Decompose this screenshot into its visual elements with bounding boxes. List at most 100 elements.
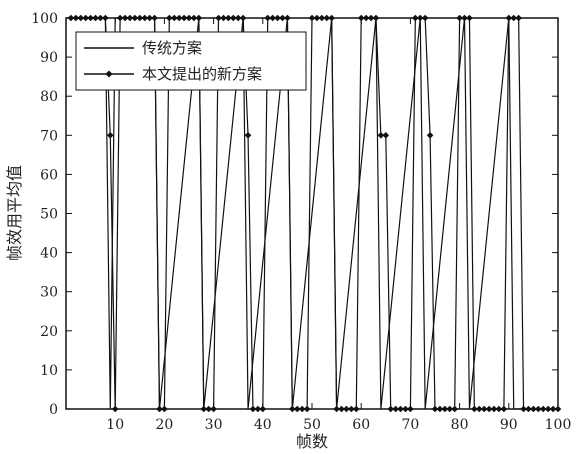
data-point-marker xyxy=(293,405,301,413)
data-point-marker xyxy=(480,405,488,413)
data-point-marker xyxy=(416,14,424,22)
legend-box xyxy=(75,31,307,91)
data-point-marker xyxy=(387,405,395,413)
data-point-marker xyxy=(426,132,434,139)
data-point-marker xyxy=(161,405,168,413)
data-point-marker xyxy=(348,405,355,413)
data-point-marker xyxy=(303,405,311,413)
data-point-marker xyxy=(82,14,89,22)
data-point-marker xyxy=(367,14,375,22)
x-tick-label: 80 xyxy=(451,417,469,433)
legend-marker-new xyxy=(105,70,113,78)
data-point-marker xyxy=(111,405,119,413)
y-tick-label: 10 xyxy=(40,363,58,379)
data-point-marker xyxy=(72,14,80,22)
data-point-marker xyxy=(495,405,503,413)
data-point-marker xyxy=(461,14,468,22)
data-point-marker xyxy=(190,14,198,22)
y-tick-label: 70 xyxy=(40,128,58,144)
data-point-marker xyxy=(254,405,262,413)
data-point-marker xyxy=(372,14,380,22)
data-point-marker xyxy=(436,405,444,413)
data-point-marker xyxy=(505,14,513,22)
data-point-marker xyxy=(446,405,454,413)
data-point-marker xyxy=(382,132,390,139)
data-point-marker xyxy=(67,14,75,22)
x-tick-label: 20 xyxy=(155,417,173,433)
data-point-marker xyxy=(510,14,518,22)
data-point-marker xyxy=(229,14,237,22)
x-tick-label: 70 xyxy=(401,417,419,433)
data-point-marker xyxy=(215,14,222,22)
data-point-marker xyxy=(362,14,370,22)
x-tick-label: 40 xyxy=(254,417,272,433)
data-point-marker xyxy=(490,405,498,413)
data-point-marker xyxy=(151,14,158,22)
data-point-marker xyxy=(421,14,429,22)
y-tick-label: 50 xyxy=(40,207,58,223)
data-point-marker xyxy=(284,14,291,22)
x-tick-label: 10 xyxy=(106,417,124,433)
data-point-marker xyxy=(225,14,232,22)
data-point-marker xyxy=(116,14,124,22)
y-axis: 0 10 20 30 40 50 60 70 80 90 100 xyxy=(31,11,558,418)
data-point-marker xyxy=(244,132,252,139)
y-tick-label: 20 xyxy=(40,324,58,340)
data-point-marker xyxy=(392,405,399,413)
data-point-marker xyxy=(175,14,183,22)
data-point-marker xyxy=(102,14,109,22)
data-point-marker xyxy=(333,405,340,413)
x-tick-label: 60 xyxy=(352,417,370,433)
series-lines xyxy=(66,14,562,413)
data-point-marker xyxy=(539,405,547,413)
y-tick-label: 80 xyxy=(40,89,58,105)
data-point-marker xyxy=(554,405,562,413)
data-point-marker xyxy=(220,14,227,22)
x-axis-title: 帧数 xyxy=(296,432,328,451)
legend-label-new: 本文提出的新方案 xyxy=(142,65,262,83)
data-point-marker xyxy=(136,14,144,22)
data-point-marker xyxy=(259,405,267,413)
data-point-marker xyxy=(544,405,552,413)
data-point-marker xyxy=(535,405,542,413)
data-point-marker xyxy=(485,405,493,413)
data-point-marker xyxy=(180,14,188,22)
x-tick-label: 100 xyxy=(545,417,572,433)
data-point-marker xyxy=(146,14,153,22)
data-point-marker xyxy=(456,14,463,22)
data-point-marker xyxy=(121,14,129,22)
data-point-marker xyxy=(377,132,385,139)
data-point-marker xyxy=(520,405,527,413)
data-point-marker xyxy=(141,14,149,22)
data-point-marker xyxy=(530,405,537,413)
data-point-marker xyxy=(234,14,242,22)
data-point-marker xyxy=(131,14,139,22)
data-point-marker xyxy=(323,14,331,22)
data-point-marker xyxy=(471,405,478,413)
y-tick-label: 90 xyxy=(40,50,58,66)
x-tick-label: 90 xyxy=(500,417,518,433)
y-tick-label: 30 xyxy=(40,285,58,301)
data-point-marker xyxy=(239,14,247,22)
data-point-marker xyxy=(475,405,483,413)
data-point-marker xyxy=(210,405,217,413)
data-point-marker xyxy=(274,14,281,22)
y-axis-title: 帧效用平均值 xyxy=(5,165,24,261)
data-point-marker xyxy=(249,405,257,413)
data-point-marker xyxy=(441,405,449,413)
data-point-marker xyxy=(328,14,335,22)
data-point-marker xyxy=(500,405,508,413)
data-point-marker xyxy=(407,405,414,413)
data-point-marker xyxy=(338,405,345,413)
data-point-marker xyxy=(357,14,365,22)
data-point-marker xyxy=(318,14,326,22)
data-point-marker xyxy=(352,405,360,413)
x-axis: 10 20 30 40 50 60 70 80 90 100 xyxy=(106,18,571,433)
data-point-marker xyxy=(549,405,557,413)
data-point-marker xyxy=(298,405,306,413)
data-point-marker xyxy=(313,14,321,22)
data-point-marker xyxy=(170,14,178,22)
y-tick-label: 100 xyxy=(31,11,58,27)
data-point-marker xyxy=(451,405,458,413)
